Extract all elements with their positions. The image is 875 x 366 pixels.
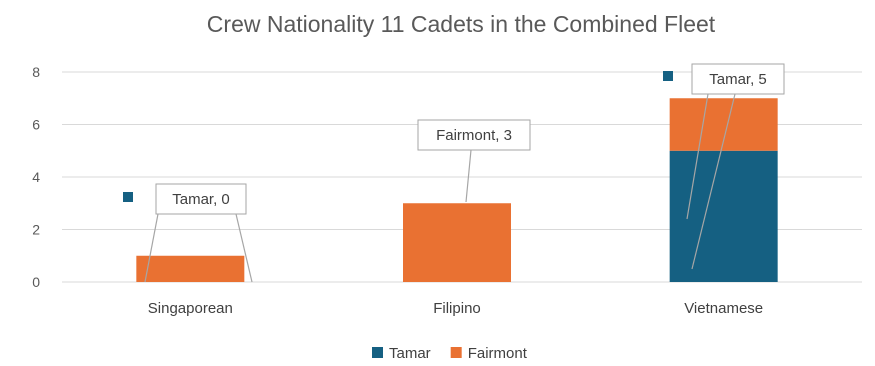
callout-leader — [144, 213, 159, 283]
callout-marker — [663, 71, 673, 81]
x-axis-categories: Singaporean Filipino Vietnamese — [148, 300, 763, 317]
y-tick-label: 2 — [32, 222, 40, 238]
legend-swatch-fairmont — [450, 347, 462, 358]
legend: Tamar Fairmont — [372, 345, 528, 362]
data-label-fairmont-filipino: Fairmont, 3 — [436, 127, 512, 144]
bar-fairmont-filipino — [403, 203, 511, 282]
callout-marker — [123, 192, 133, 202]
callout-leader — [465, 149, 472, 203]
callout-box — [417, 119, 531, 151]
bar-fairmont-vietnamese — [669, 98, 778, 151]
callout-leader — [691, 93, 736, 270]
x-category-label: Vietnamese — [684, 300, 763, 317]
y-tick-label: 8 — [32, 64, 40, 80]
bars — [136, 98, 778, 282]
bar-fairmont-singaporean — [136, 255, 245, 282]
x-category-label: Filipino — [433, 300, 481, 317]
data-callouts: Tamar, 0 Fairmont, 3 Tamar, 5 — [123, 63, 785, 283]
data-label-tamar-vietnamese: Tamar, 5 — [709, 71, 767, 88]
callout-box — [691, 63, 785, 95]
callout-leader — [235, 213, 253, 283]
legend-label-fairmont: Fairmont — [468, 345, 528, 362]
legend-label-tamar: Tamar — [389, 345, 431, 362]
y-axis-ticks: 0 2 4 6 8 — [32, 64, 40, 290]
y-tick-label: 0 — [32, 274, 40, 290]
legend-swatch-tamar — [372, 347, 383, 358]
callout-box — [155, 183, 247, 215]
y-tick-label: 4 — [32, 169, 40, 185]
bar-tamar-vietnamese — [669, 150, 778, 282]
data-label-tamar-singaporean: Tamar, 0 — [172, 191, 230, 208]
x-category-label: Singaporean — [148, 300, 233, 317]
callout-leader — [686, 93, 709, 220]
y-tick-label: 6 — [32, 117, 40, 133]
chart-title: Crew Nationality 11 Cadets in the Combin… — [207, 11, 716, 37]
